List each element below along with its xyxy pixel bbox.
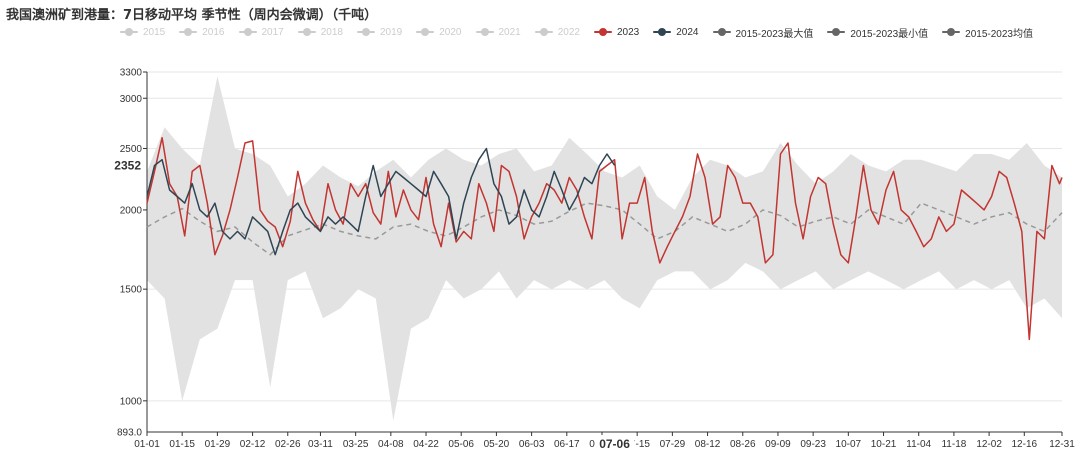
x-tick-label: 04-22 bbox=[413, 439, 439, 450]
axis-pointer-x-bg bbox=[594, 435, 635, 451]
legend-label: 2015-2023均值 bbox=[965, 28, 1033, 40]
x-tick-label: 02-12 bbox=[240, 439, 266, 450]
x-tick-label: 11-04 bbox=[906, 439, 931, 450]
x-tick-label: 12-16 bbox=[1012, 439, 1038, 450]
y-tick-label: 3000 bbox=[120, 94, 143, 105]
x-tick-label: 01-29 bbox=[205, 439, 231, 450]
x-tick-label: 03-11 bbox=[308, 439, 333, 450]
y-tick-label: 2000 bbox=[120, 205, 143, 216]
x-tick-label: 10-21 bbox=[871, 439, 897, 450]
x-tick-label: 10-07 bbox=[836, 439, 862, 450]
legend-label: 2023 bbox=[617, 26, 640, 38]
legend-label: 2021 bbox=[498, 26, 521, 38]
legend-label: 2015-2023最大值 bbox=[735, 28, 814, 40]
legend-item-2015-2023最大值[interactable]: 2015-2023最大值 bbox=[712, 25, 814, 40]
x-tick-label: 11-18 bbox=[941, 439, 966, 450]
legend-marker-icon bbox=[827, 27, 846, 37]
series-line-avg bbox=[146, 202, 1063, 256]
legend-label: 2015-2023最小值 bbox=[850, 28, 929, 40]
legend-marker-icon bbox=[534, 27, 553, 37]
chart-legend: 2015 2016 2017 2018 2019 2020 2021 2022 2023 2024… bbox=[120, 24, 1033, 40]
legend-marker-icon bbox=[653, 27, 672, 37]
series-line-2023 bbox=[146, 136, 1063, 341]
y-tick-label: 1000 bbox=[120, 396, 143, 407]
series-lines bbox=[146, 136, 1063, 341]
x-tick-label: 05-06 bbox=[448, 439, 474, 450]
series-line-2024 bbox=[146, 147, 616, 256]
legend-marker-icon bbox=[594, 27, 612, 37]
axis-pointer: 2352 07-06 bbox=[114, 158, 635, 451]
x-tick-label: 01-01 bbox=[134, 439, 160, 450]
legend-item-2019[interactable]: 2019 bbox=[357, 27, 402, 38]
legend-item-2017[interactable]: 2017 bbox=[238, 26, 284, 38]
x-tick-label: 08-26 bbox=[730, 439, 756, 450]
legend-marker-icon bbox=[238, 27, 257, 37]
axis-pointer-x-label: 07-06 bbox=[599, 437, 630, 451]
legend-marker-icon bbox=[179, 27, 198, 37]
legend-marker-icon bbox=[416, 27, 435, 37]
legend-marker-icon bbox=[120, 27, 138, 37]
chart-title: 我国澳洲矿到港量：7日移动平均 季节性（周内会微调）（千吨） bbox=[6, 8, 378, 23]
legend-marker-icon bbox=[942, 27, 961, 37]
legend-marker-icon bbox=[712, 27, 731, 37]
legend-label: 2017 bbox=[261, 26, 284, 38]
legend-marker-icon bbox=[297, 27, 316, 37]
legend-item-2015-2023均值[interactable]: 2015-2023均值 bbox=[942, 25, 1033, 40]
legend-label: 2024 bbox=[676, 26, 699, 38]
x-tick-label: 08-12 bbox=[695, 439, 721, 450]
legend-marker-icon bbox=[357, 27, 375, 37]
x-tick-label: 12-31 bbox=[1049, 439, 1075, 450]
x-tick-label: 07-29 bbox=[660, 439, 686, 450]
x-tick-label: 09-23 bbox=[800, 439, 826, 450]
x-tick-label: 06-03 bbox=[519, 439, 545, 450]
legend-item-2022[interactable]: 2022 bbox=[534, 26, 580, 38]
legend-label: 2022 bbox=[557, 26, 580, 38]
x-tick-label: 03-25 bbox=[343, 439, 369, 450]
x-tick-label: 09-09 bbox=[765, 439, 791, 450]
x-tick-label: 05-20 bbox=[484, 439, 510, 450]
legend-item-2024[interactable]: 2024 bbox=[653, 26, 699, 38]
legend-item-2021[interactable]: 2021 bbox=[475, 26, 521, 38]
x-tick-label: 02-26 bbox=[275, 439, 301, 450]
legend-item-2015[interactable]: 2015 bbox=[120, 27, 165, 38]
legend-item-2016[interactable]: 2016 bbox=[179, 26, 225, 38]
y-tick-label: 1500 bbox=[120, 285, 143, 296]
legend-item-2018[interactable]: 2018 bbox=[297, 26, 343, 38]
legend-label: 2020 bbox=[439, 26, 462, 38]
y-tick-label: 3300 bbox=[120, 68, 143, 79]
x-tick-label: 06-17 bbox=[554, 439, 580, 450]
x-tick-label: 12-02 bbox=[976, 439, 1002, 450]
legend-marker-icon bbox=[475, 27, 494, 37]
x-tick-label: 07-15 bbox=[624, 439, 650, 450]
legend-item-2023[interactable]: 2023 bbox=[594, 27, 639, 38]
x-tick-label: 01-15 bbox=[169, 439, 195, 450]
min-max-band bbox=[147, 76, 1062, 421]
legend-label: 2018 bbox=[320, 26, 343, 38]
legend-item-2015-2023最小值[interactable]: 2015-2023最小值 bbox=[827, 25, 928, 40]
y-min-label: 893.0 bbox=[117, 428, 142, 439]
y-tick-label: 2500 bbox=[120, 144, 143, 155]
axis-pointer-y-label: 2352 bbox=[114, 158, 141, 172]
axes: 1000 1500 2000 2500 3000 3300 893.001-01 01-15 0… bbox=[117, 68, 1075, 451]
legend-label: 2019 bbox=[380, 26, 403, 38]
x-tick-label: 04-08 bbox=[378, 439, 404, 450]
series-band-max-min bbox=[147, 76, 1062, 421]
legend-label: 2015 bbox=[143, 26, 166, 38]
legend-label: 2016 bbox=[202, 26, 225, 38]
legend-item-2020[interactable]: 2020 bbox=[416, 26, 462, 38]
